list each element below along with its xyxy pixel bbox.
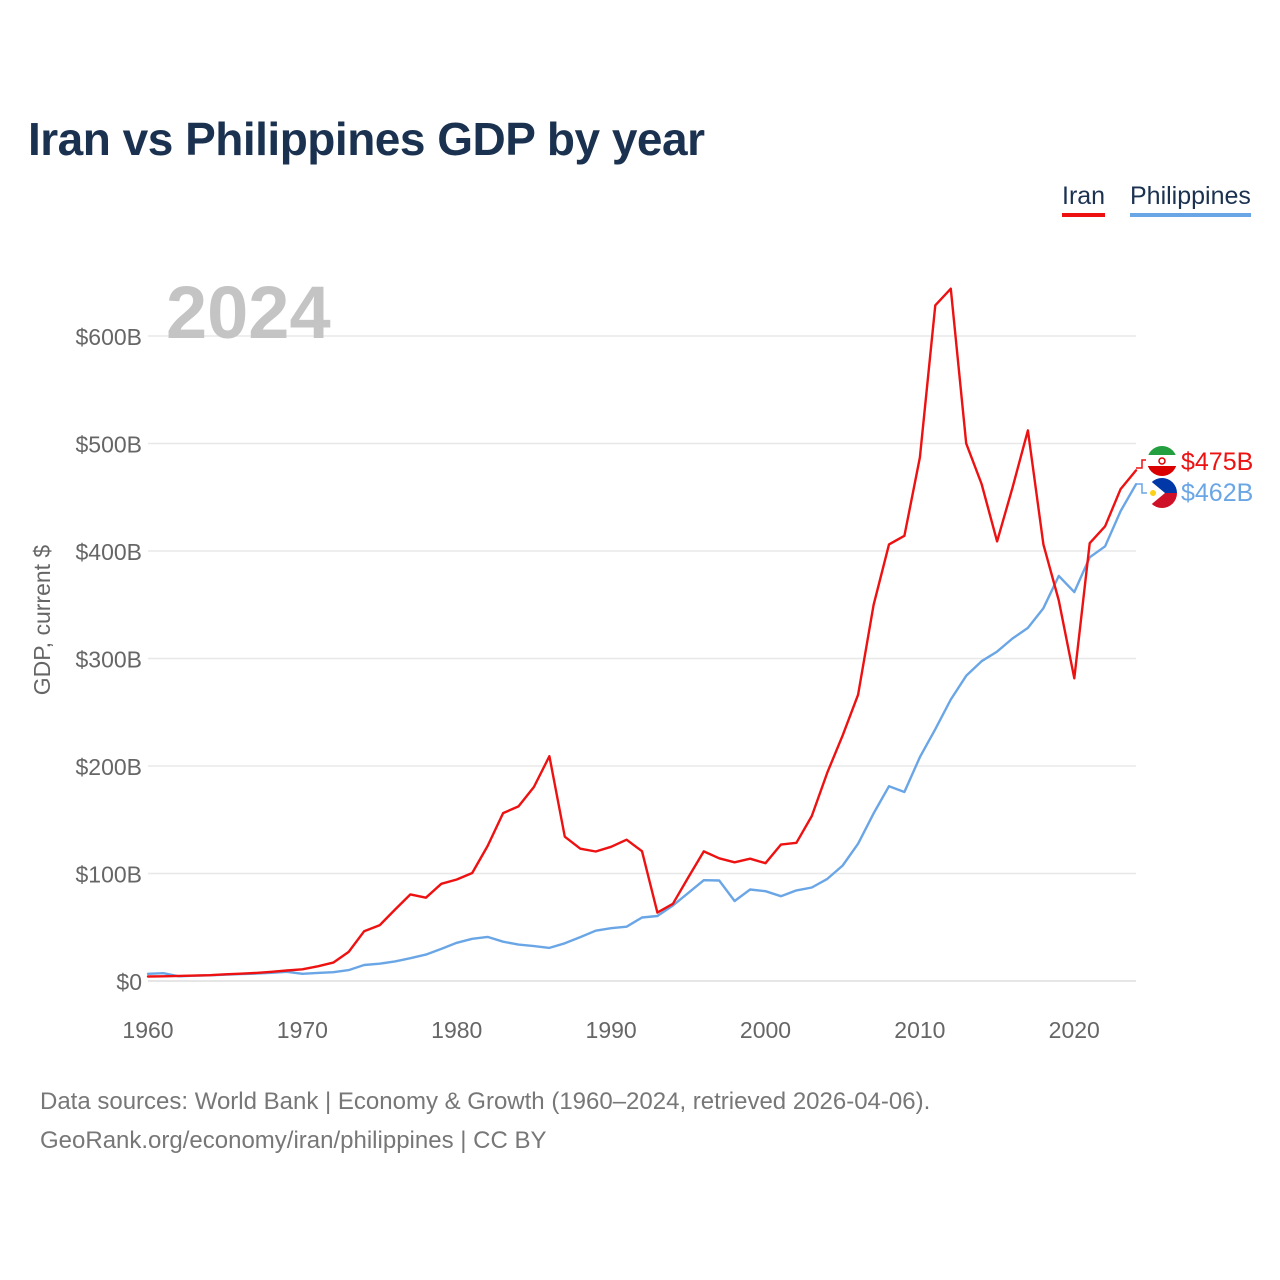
y-tick-label: $600B — [75, 324, 142, 350]
gridlines — [148, 335, 1136, 982]
source-line: Data sources: World Bank | Economy & Gro… — [40, 1088, 931, 1115]
x-tick-label: 1960 — [122, 1017, 173, 1043]
x-tick-label: 1990 — [586, 1017, 637, 1043]
philippines-end-value: $462B — [1181, 479, 1253, 507]
x-tick-label: 2000 — [740, 1017, 791, 1043]
iran-end-connector — [1136, 459, 1148, 469]
philippines-end-connector — [1136, 483, 1148, 494]
year-watermark: 2024 — [166, 271, 331, 354]
y-tick-label: $100B — [75, 862, 142, 888]
philippines-flag-icon — [1147, 478, 1177, 508]
y-tick-label: $400B — [75, 539, 142, 565]
source-footer: Data sources: World Bank | Economy & Gro… — [40, 1082, 930, 1160]
series-line-philippines — [146, 483, 1138, 978]
series-line-iran — [146, 287, 1138, 978]
legend-item-iran[interactable]: Iran — [1062, 182, 1106, 217]
chart-title: Iran vs Philippines GDP by year — [28, 113, 705, 165]
x-tick-label: 1970 — [277, 1017, 328, 1043]
y-tick-label: $500B — [75, 432, 142, 458]
x-tick-label: 2020 — [1049, 1017, 1100, 1043]
x-tick-label: 2010 — [894, 1017, 945, 1043]
y-axis-label: GDP, current $ — [29, 545, 55, 696]
y-tick-label: $0 — [116, 969, 142, 995]
attribution-line[interactable]: GeoRank.org/economy/iran/philippines | C… — [40, 1127, 547, 1154]
legend-item-philippines[interactable]: Philippines — [1130, 182, 1251, 217]
iran-end-value: $475B — [1181, 448, 1253, 476]
x-axis-ticks: 1960 1970 1980 1990 2000 2010 2020 — [122, 1017, 1099, 1043]
y-axis-ticks: $0 $100B $200B $300B $400B $500B $600B — [75, 324, 142, 995]
x-tick-label: 1980 — [431, 1017, 482, 1043]
y-tick-label: $200B — [75, 754, 142, 780]
y-tick-label: $300B — [75, 647, 142, 673]
iran-flag-icon — [1146, 446, 1178, 476]
series-lines — [146, 287, 1138, 978]
